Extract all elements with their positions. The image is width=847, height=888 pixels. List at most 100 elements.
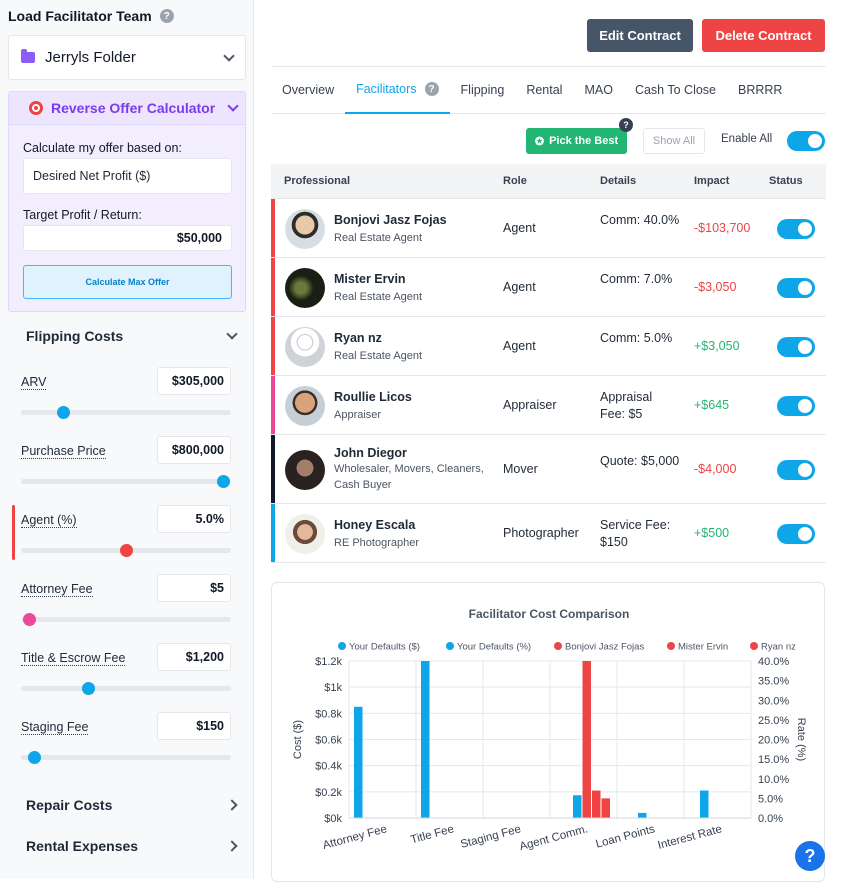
y2-tick-label: 10.0% xyxy=(758,774,789,786)
cost-comparison-chart-card: Facilitator Cost Comparison Your Defaults… xyxy=(271,582,825,882)
field-title-escrow-fee-input[interactable]: $1,200 xyxy=(157,643,231,671)
field-arv-slider[interactable] xyxy=(21,406,231,419)
role-cell: Agent xyxy=(503,280,536,294)
table-row: Ryan nz Real Estate Agent Agent Comm: 5.… xyxy=(271,317,826,376)
award-icon: ✪ xyxy=(534,135,545,148)
professional-type: Appraiser xyxy=(334,409,382,421)
y-tick-label: $0k xyxy=(324,813,342,825)
rental-expenses-header[interactable]: Rental Expenses xyxy=(26,838,238,854)
professional-name: Bonjovi Jasz Fojas xyxy=(334,213,447,227)
pick-the-best-label: Pick the Best xyxy=(549,135,619,147)
chevron-down-icon xyxy=(223,49,235,62)
field-agent-input[interactable]: 5.0% xyxy=(157,505,231,533)
slider-handle[interactable] xyxy=(216,475,230,488)
target-input[interactable]: $50,000 xyxy=(23,225,232,251)
role-cell: Photographer xyxy=(503,526,579,540)
legend-label: Ryan nz xyxy=(761,642,796,653)
impact-cell: +$500 xyxy=(694,526,730,540)
status-toggle[interactable] xyxy=(777,218,815,239)
field-purchase-price-input[interactable]: $800,000 xyxy=(157,436,231,464)
details-cell: Comm: 5.0% xyxy=(600,330,673,345)
help-icon[interactable]: ? xyxy=(619,118,633,132)
avatar xyxy=(285,208,325,249)
chart-bar xyxy=(421,661,430,818)
impact-cell: +$3,050 xyxy=(694,339,740,353)
slider-handle[interactable] xyxy=(82,682,96,695)
professional-name: Mister Ervin xyxy=(334,272,406,286)
chart-title: Facilitator Cost Comparison xyxy=(469,607,630,621)
repair-costs-header[interactable]: Repair Costs xyxy=(26,797,238,813)
impact-cell: -$4,000 xyxy=(694,462,737,476)
slider-handle[interactable] xyxy=(27,751,41,764)
chart-bar xyxy=(582,661,591,818)
field-staging-fee-slider[interactable] xyxy=(21,751,231,764)
field-purchase-price-slider[interactable] xyxy=(21,475,231,488)
field-agent-slider[interactable] xyxy=(21,544,231,557)
legend-marker xyxy=(750,642,758,650)
tab-overview[interactable]: Overview xyxy=(282,83,335,97)
field-title-escrow-fee-slider[interactable] xyxy=(21,682,231,695)
slider-handle[interactable] xyxy=(120,544,133,557)
help-icon[interactable]: ? xyxy=(795,841,825,871)
edit-contract-button[interactable]: Edit Contract xyxy=(587,19,693,52)
legend-marker xyxy=(338,642,346,650)
tab-cash-to-close[interactable]: Cash To Close xyxy=(634,83,716,97)
slider-handle[interactable] xyxy=(57,406,70,419)
status-toggle[interactable] xyxy=(777,395,815,416)
col-impact: Impact xyxy=(694,175,730,187)
y2-tick-label: 15.0% xyxy=(758,754,789,766)
tab-bar: Overview Facilitators? Flipping Rental MAO Ca… xyxy=(271,66,826,114)
x-tick-label: Staging Fee xyxy=(459,823,522,851)
details-cell: Appraisal Fee: $5 xyxy=(600,389,653,421)
impact-cell: -$103,700 xyxy=(694,221,751,235)
chevron-right-icon xyxy=(226,799,238,811)
help-icon[interactable]: ? xyxy=(424,82,439,96)
status-toggle[interactable] xyxy=(777,459,815,480)
agent-indicator-bar xyxy=(12,505,15,560)
x-tick-label: Title Fee xyxy=(409,823,455,846)
folder-dropdown[interactable]: Jerryls Folder xyxy=(8,35,246,80)
tab-rental[interactable]: Rental xyxy=(526,83,563,97)
main-panel: Edit Contract Delete Contract Overview Fa… xyxy=(271,0,826,882)
show-all-button[interactable]: Show All xyxy=(643,128,705,154)
row-color-stripe xyxy=(271,258,275,316)
reverse-offer-panel: Reverse Offer Calculator Calculate my of… xyxy=(8,91,246,312)
row-color-stripe xyxy=(271,376,275,434)
tab-facilitators[interactable]: Facilitators? xyxy=(345,67,450,114)
chart-bar xyxy=(354,706,363,818)
folder-name: Jerryls Folder xyxy=(45,49,136,66)
slider-handle[interactable] xyxy=(23,613,37,626)
row-color-stripe xyxy=(271,504,275,562)
facilitators-table: Professional Role Details Impact Status … xyxy=(271,164,826,563)
status-toggle[interactable] xyxy=(777,277,815,298)
avatar xyxy=(285,513,325,554)
row-color-stripe xyxy=(271,199,275,257)
pick-the-best-button[interactable]: ✪ Pick the Best xyxy=(526,128,627,154)
tab-mao[interactable]: MAO xyxy=(584,83,613,97)
flipping-costs-header[interactable]: Flipping Costs xyxy=(26,328,238,344)
status-toggle[interactable] xyxy=(777,336,815,357)
chart-bar xyxy=(601,798,610,818)
tab-flipping[interactable]: Flipping xyxy=(460,83,505,97)
legend-marker xyxy=(554,642,562,650)
status-toggle[interactable] xyxy=(777,523,815,544)
based-label: Calculate my offer based on: xyxy=(23,141,182,155)
calculate-max-offer-button[interactable]: Calculate Max Offer xyxy=(23,265,232,299)
field-attorney-fee-label: Attorney Fee xyxy=(21,582,93,597)
y-tick-label: $1k xyxy=(324,682,342,694)
field-arv-input[interactable]: $305,000 xyxy=(157,367,231,395)
enable-all-toggle[interactable] xyxy=(787,131,825,151)
field-staging-fee-input[interactable]: $150 xyxy=(157,712,231,740)
role-cell: Agent xyxy=(503,339,536,353)
tab-brrrr[interactable]: BRRRR xyxy=(738,83,783,97)
based-select[interactable]: Desired Net Profit ($) xyxy=(23,158,232,194)
reverse-offer-header[interactable]: Reverse Offer Calculator xyxy=(9,92,245,125)
table-row: John Diegor Wholesaler, Movers, Cleaners… xyxy=(271,435,826,504)
delete-contract-button[interactable]: Delete Contract xyxy=(702,19,825,52)
chart-bar xyxy=(638,812,647,818)
y-tick-label: $1.2k xyxy=(315,656,342,668)
chevron-down-icon xyxy=(227,100,239,112)
field-attorney-fee-slider[interactable] xyxy=(21,613,231,626)
field-attorney-fee-input[interactable]: $5 xyxy=(157,574,231,602)
help-icon[interactable]: ? xyxy=(159,9,174,23)
